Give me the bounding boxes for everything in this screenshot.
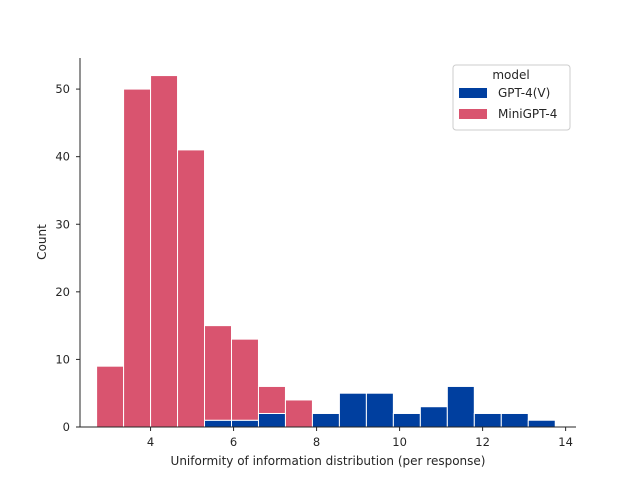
bar-gpt4v-bin-9 — [338, 392, 367, 428]
axes-group — [79, 58, 576, 428]
bar-minigpt4-bin-1 — [123, 88, 152, 428]
legend-swatch-gpt4v — [459, 88, 487, 98]
bar-gpt4v-bin-11 — [392, 412, 421, 428]
x-axis-label: Uniformity of information distribution (… — [171, 454, 486, 468]
y-tick-label: 30 — [55, 217, 70, 231]
bar-minigpt4-bin-0 — [96, 365, 125, 428]
bar-gpt4v-bin-13 — [446, 385, 475, 428]
bar-gpt4v-bin-8 — [311, 412, 340, 428]
x-tick-label: 12 — [475, 435, 490, 449]
legend-label-minigpt4: MiniGPT-4 — [498, 107, 557, 121]
y-tick-label: 20 — [55, 285, 70, 299]
bar-minigpt4-bin-5 — [230, 338, 259, 421]
y-tick-label: 40 — [55, 150, 70, 164]
bar-gpt4v-bin-12 — [419, 406, 448, 428]
bar-gpt4v-bin-5 — [230, 419, 259, 428]
bars-group — [96, 75, 556, 428]
legend: model GPT-4(V) MiniGPT-4 — [452, 64, 571, 131]
y-tick-label: 10 — [55, 352, 70, 366]
bar-gpt4v-bin-15 — [500, 412, 529, 428]
bar-gpt4v-bin-14 — [473, 412, 502, 428]
bar-minigpt4-bin-4 — [204, 325, 232, 421]
bar-gpt4v-bin-10 — [365, 392, 394, 428]
x-tick-label: 4 — [147, 435, 154, 449]
y-axis-label: Count — [35, 224, 49, 260]
x-tick-label: 6 — [230, 435, 237, 449]
legend-title: model — [492, 68, 529, 82]
bar-gpt4v-bin-4 — [204, 419, 232, 428]
legend-label-gpt4v: GPT-4(V) — [498, 86, 550, 100]
x-ticks: 4 6 8 10 12 14 — [147, 427, 573, 449]
y-tick-label: 50 — [55, 82, 70, 96]
bar-minigpt4-bin-7 — [284, 399, 313, 428]
x-tick-label: 8 — [313, 435, 320, 449]
legend-swatch-minigpt4 — [459, 109, 487, 119]
bar-gpt4v-bin-6 — [257, 412, 286, 428]
bar-gpt4v-bin-16 — [527, 419, 556, 428]
bar-minigpt4-bin-6 — [257, 385, 286, 414]
y-ticks: 0 10 20 30 40 50 — [55, 82, 80, 434]
bar-minigpt4-bin-2 — [150, 75, 179, 428]
bar-minigpt4-bin-3 — [177, 149, 206, 428]
y-tick-label: 0 — [63, 420, 70, 434]
x-tick-label: 10 — [392, 435, 407, 449]
x-tick-label: 14 — [558, 435, 573, 449]
